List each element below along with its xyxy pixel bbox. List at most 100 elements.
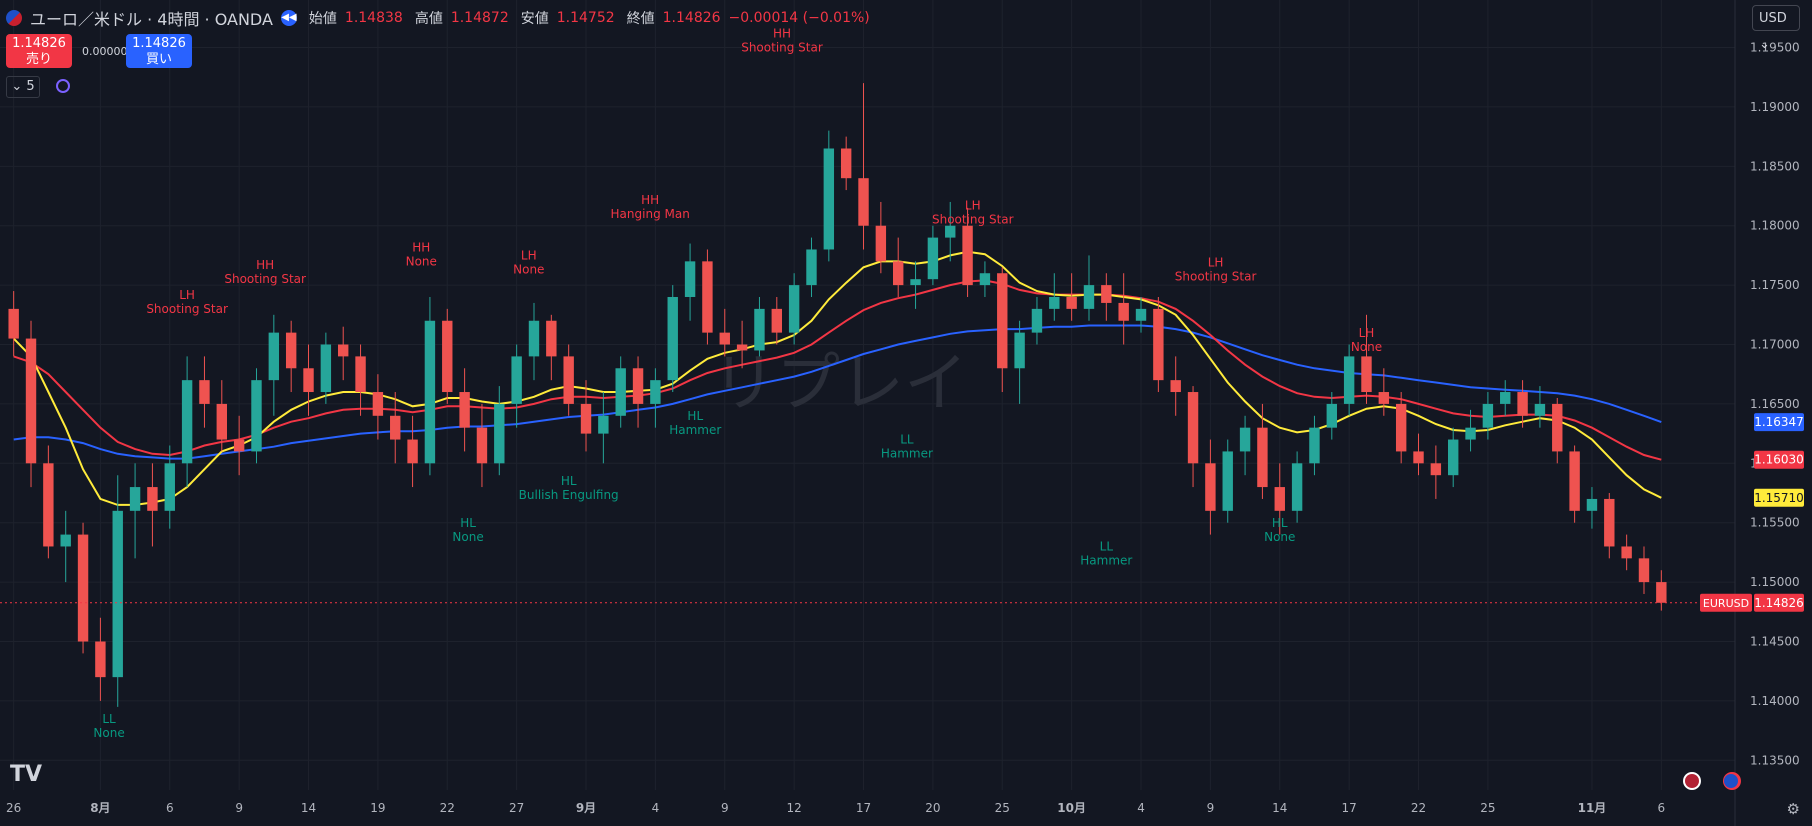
candle-body [320,344,332,393]
price-tick-label: 1.17500 [1750,278,1800,292]
candle [736,320,748,369]
indicators-toggle[interactable]: ⌄ 5 [6,76,40,98]
candle [927,225,939,286]
buy-button[interactable]: 1.14826 買い [126,34,192,68]
candle [1101,273,1112,321]
annotation-text: HL [460,516,476,530]
candle-body [1517,392,1528,416]
candle [1135,296,1147,333]
sell-price: 1.14826 [12,36,66,51]
candle [962,207,973,297]
candle [893,237,904,297]
candle-body [43,463,54,547]
candle-body [736,344,748,351]
price-tick-label: 1.18000 [1750,219,1800,233]
candle [1500,380,1511,416]
candle-body [1465,427,1476,440]
gear-icon[interactable]: ⚙ [1786,800,1800,818]
candle [338,326,349,381]
annotation-text: LH [1208,256,1224,270]
price-label-text: 1.16030 [1754,453,1804,467]
candle-body [1395,403,1407,452]
candle-body [8,308,19,339]
price-axis[interactable]: 1.19500 1.19000 1.18500 1.18000 1.17500 1.170… [1750,41,1800,768]
candle-body [1552,403,1563,452]
currency-select[interactable]: USD ⌄ [1752,5,1800,52]
candle [233,415,245,476]
annotation-text: Hammer [881,447,933,461]
candle-body [823,148,835,250]
candle [1343,344,1355,416]
sell-button[interactable]: 1.14826 売り [6,34,72,68]
annotation-text: Shooting Star [1175,270,1257,284]
candle [424,296,436,476]
candle-body [528,320,540,357]
symbol-title[interactable]: ユーロ／米ドル · 4時間 · OANDA [30,10,273,29]
candle-body [442,320,453,393]
symbol-header: ユーロ／米ドル · 4時間 · OANDA ◀◀ 始値 1.14838 高値 1.1… [6,8,870,29]
candle-body [1656,582,1667,603]
candle [372,374,384,440]
candle [823,130,835,262]
candle-body [840,148,852,179]
candle-body [60,534,71,547]
candle-body [754,308,765,351]
time-axis[interactable]: 26 8月 6 9 14 19 22 27 9月 4 9 12 17 20 25 10月 4 9 14 17 22 25 1… [6,801,1665,815]
candle-body [788,285,800,333]
candle-body [1309,427,1320,464]
annotation-text: LH [179,288,195,302]
candle-body [945,225,956,238]
time-tick-label: 19 [370,801,385,815]
time-tick-label: 4 [652,801,660,815]
candle [1517,380,1528,428]
spread-value: 0.00000 [82,45,128,58]
candle-body [164,463,175,511]
candle [650,368,661,428]
candle [840,136,852,191]
candle [1031,296,1043,345]
annotation-text: None [513,263,544,277]
candle-body [77,534,89,642]
candle-body [858,178,869,226]
candle [806,237,817,297]
candle [1604,493,1615,559]
candle [1049,273,1060,321]
candle [1326,392,1337,440]
candle [1569,445,1580,523]
eu-flag-icon-inner [1724,774,1738,788]
candle [1656,570,1667,611]
annotation-text: LL [102,712,116,726]
candle-body [667,296,678,381]
candle [719,308,730,357]
replay-icon[interactable]: ◀◀ [280,10,297,26]
candle-body [355,356,366,393]
candle [771,296,782,345]
annotation-text: Shooting Star [146,302,228,316]
event-flags[interactable] [1683,772,1741,790]
candle-body [129,487,141,511]
price-tick-label: 1.19000 [1750,100,1800,114]
candle-body [702,261,713,333]
annotation-text: HH [256,258,274,272]
close-label: 終値 [626,11,655,27]
candle [788,273,800,345]
indicators-count: 5 [26,79,35,94]
candle [459,368,470,452]
candle [1187,386,1199,488]
candle [1153,296,1164,393]
annotation-text: None [452,530,483,544]
time-tick-label: 22 [1411,801,1426,815]
candle [25,320,37,488]
tradingview-logo-icon[interactable]: TV [10,762,43,787]
open-value: 1.14838 [344,10,403,26]
candle-body [1049,296,1060,309]
time-tick-label: 8月 [90,801,110,815]
annotation-text: HH [773,26,791,40]
